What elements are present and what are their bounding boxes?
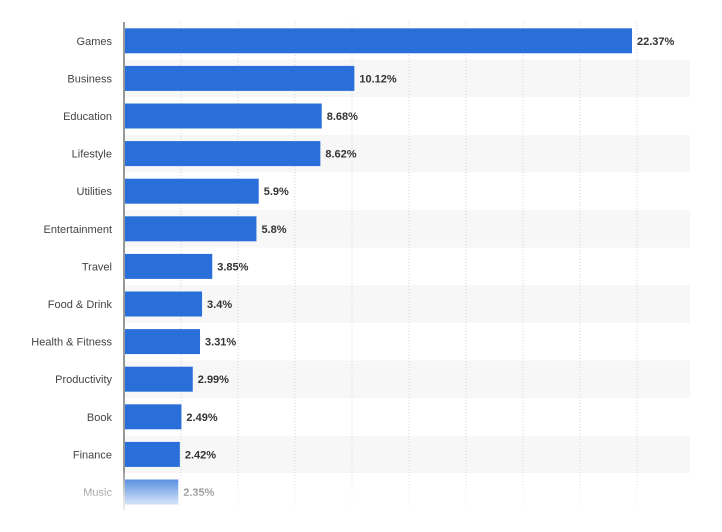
value-label: 8.68% <box>327 111 358 123</box>
category-label: Utilities <box>77 186 113 198</box>
bar-business[interactable] <box>125 65 355 91</box>
bars-group <box>125 28 632 505</box>
category-label: Entertainment <box>44 224 112 236</box>
row-band <box>124 285 690 323</box>
value-label: 3.85% <box>217 261 248 273</box>
bar-productivity[interactable] <box>125 366 193 392</box>
category-label: Lifestyle <box>72 149 112 161</box>
category-label: Travel <box>82 261 112 273</box>
category-label: Business <box>67 73 112 85</box>
bar-travel[interactable] <box>125 253 213 279</box>
category-label: Health & Fitness <box>31 337 112 349</box>
row-bands <box>124 59 690 474</box>
bar-games[interactable] <box>125 28 632 54</box>
bar-food-drink[interactable] <box>125 291 203 317</box>
category-label: Productivity <box>55 374 112 386</box>
value-label: 2.42% <box>185 449 216 461</box>
category-label: Food & Drink <box>48 299 113 311</box>
bar-finance[interactable] <box>125 441 180 467</box>
value-label: 5.8% <box>261 224 286 236</box>
category-label: Music <box>83 487 112 499</box>
value-labels: 22.37% 10.12% 8.68% 8.62% 5.9% 5.8% 3.85% 3.4% 3… <box>183 36 674 499</box>
bar-book[interactable] <box>125 404 182 430</box>
bar-entertainment[interactable] <box>125 216 257 242</box>
value-label: 2.49% <box>186 412 217 424</box>
value-label: 2.99% <box>198 374 229 386</box>
value-label: 3.4% <box>207 299 232 311</box>
category-label: Finance <box>73 449 112 461</box>
value-label: 22.37% <box>637 36 675 48</box>
bar-health-fitness[interactable] <box>125 329 201 355</box>
bar-music[interactable] <box>125 479 179 505</box>
bar-utilities[interactable] <box>125 178 259 204</box>
bar-lifestyle[interactable] <box>125 141 321 167</box>
value-label: 3.31% <box>205 337 236 349</box>
value-label: 10.12% <box>359 73 397 85</box>
gridlines <box>180 22 638 510</box>
bar-education[interactable] <box>125 103 322 129</box>
value-label: 2.35% <box>183 487 214 499</box>
category-label: Education <box>63 111 112 123</box>
row-band <box>124 435 690 474</box>
value-label: 5.9% <box>264 186 289 198</box>
category-label: Book <box>87 412 113 424</box>
row-band <box>124 360 690 398</box>
category-labels: Games Business Education Lifestyle Utilities… <box>31 36 112 499</box>
value-label: 8.62% <box>325 149 356 161</box>
category-label: Games <box>77 36 113 48</box>
